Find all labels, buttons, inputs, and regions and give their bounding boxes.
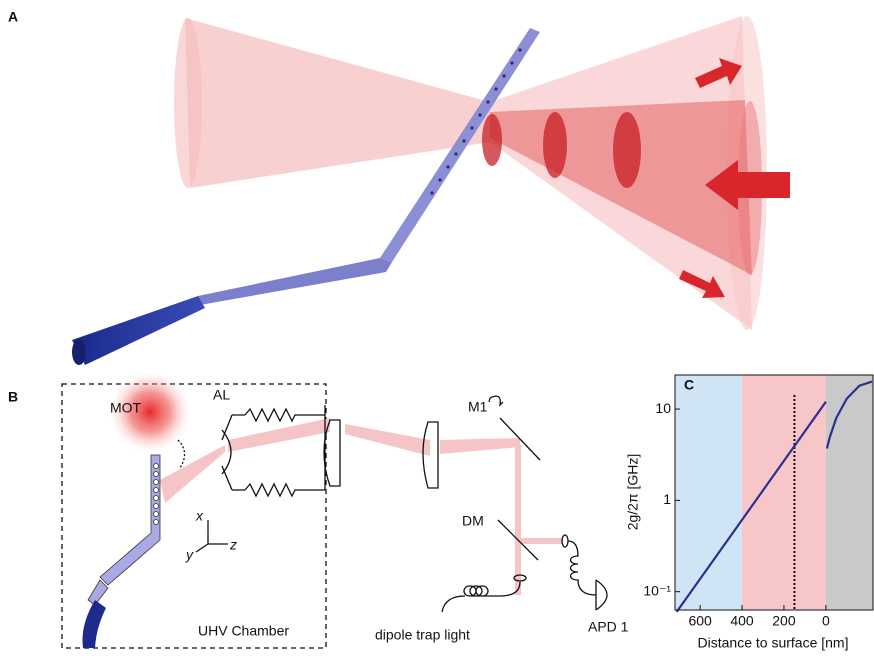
label: y	[185, 547, 194, 563]
panel-label: A	[8, 9, 18, 25]
panel-a-illustration	[72, 16, 790, 365]
x-axis-label: Distance to surface [nm]	[698, 635, 849, 651]
region-band	[675, 375, 742, 610]
label: UHV Chamber	[198, 623, 289, 639]
panel-c-chart: 10⁻¹ 1 10 600 400 200 0	[643, 375, 873, 629]
label: x	[195, 508, 204, 524]
label: AL	[213, 387, 230, 403]
y-axis-label: 2g/2π [GHz]	[625, 454, 641, 531]
label: MOT	[110, 400, 142, 416]
panel-label: C	[684, 377, 694, 393]
y-tick-label: 1	[663, 491, 671, 507]
label: DM	[462, 513, 484, 529]
region-band	[826, 375, 873, 610]
x-tick-label: 600	[688, 613, 712, 629]
label: APD 1	[588, 619, 629, 635]
x-tick-label: 0	[822, 613, 830, 629]
label: M1	[468, 399, 488, 415]
label: dipole trap light	[375, 627, 470, 643]
panel-label: B	[8, 389, 18, 405]
y-tick-label: 10	[655, 400, 671, 416]
region-band	[742, 375, 826, 610]
label: z	[229, 537, 237, 553]
panel-b-schematic	[62, 372, 607, 648]
x-tick-label: 200	[772, 613, 796, 629]
x-tick-label: 400	[730, 613, 754, 629]
figure: A B MOT AL M1 DM dipole trap light	[0, 0, 874, 658]
y-tick-label: 10⁻¹	[643, 582, 671, 598]
